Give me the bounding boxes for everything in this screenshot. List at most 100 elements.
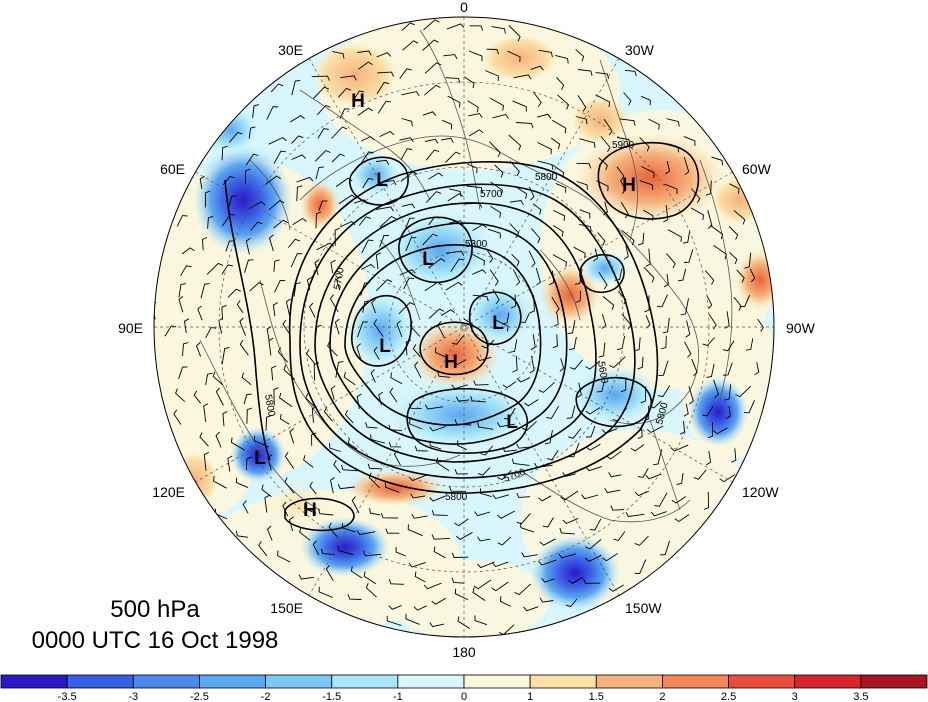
wind-barb [435,347,448,359]
wind-barb [637,425,643,440]
wind-barb [356,530,376,536]
wind-barb [617,290,627,305]
wind-barb [423,582,442,590]
wind-barb [207,215,214,229]
wind-barb [410,493,426,499]
wind-barb [553,225,564,237]
wind-barb [341,464,358,472]
wind-barb [583,578,601,584]
wind-barb [230,437,245,451]
wind-barb [552,334,558,349]
wind-barb [347,438,358,450]
colorbar-swatch [265,674,333,689]
wind-barb [195,342,202,357]
wind-barb [509,223,520,238]
contour-closed-low-5 [575,376,653,428]
graticule-layer [154,17,774,637]
wind-barb [573,246,586,259]
wind-barb [422,233,438,246]
wind-barb [576,162,592,169]
wind-barb [511,253,520,267]
wind-barb [431,509,448,516]
wind-barb [178,296,184,313]
wind-barb [497,510,516,519]
wind-barb [562,517,579,525]
colorbar-swatch [662,674,729,689]
wind-barb [309,481,317,495]
wind-barb [550,137,561,150]
wind-barb [429,622,445,628]
wind-barb [268,136,287,145]
wind-barb [613,531,626,542]
wind-barb [679,420,686,435]
wind-barb [643,266,655,283]
wind-barb [284,477,295,494]
contour-label: 5800 [535,172,558,183]
wind-barb [401,203,416,209]
wind-barb [653,449,663,466]
wind-barb [706,295,713,309]
wind-barb [499,596,511,607]
wind-barb [620,377,627,393]
wind-barb [702,337,715,347]
wind-barb [377,71,395,77]
wind-barb [273,150,286,164]
colorbar-swatch [860,674,928,689]
low-center-marker: L [506,412,518,433]
wind-barb [400,148,413,161]
wind-barb [598,342,606,358]
wind-barb [549,270,555,286]
wind-barb [706,451,712,466]
wind-barb [559,358,565,372]
wind-barb [476,561,495,569]
wind-barb [508,134,522,151]
wind-barb [735,385,751,398]
wind-barb [249,282,264,292]
wind-barb [206,262,224,275]
colorbar-tick-label: -3 [128,691,138,702]
wind-barb [273,259,280,272]
wind-barb [595,94,611,108]
wind-barb [601,313,607,329]
wind-barb [733,209,746,225]
wind-barb [507,50,521,62]
wind-barb [585,425,596,438]
wind-barb [577,95,587,112]
longitude-label-layer: 0 30W 60W 90W 120W 150W 180 150E 120E 90… [118,0,815,660]
wind-barb [516,513,531,525]
wind-barb [664,183,678,194]
wind-barb [640,386,647,404]
wind-barb [428,258,446,269]
wind-barb [222,213,236,227]
wind-barb [602,553,618,562]
wind-barb [376,81,390,95]
wind-barb [329,443,341,452]
wind-barb [553,312,559,327]
wind-barb [309,302,316,318]
wind-barb [537,160,554,170]
wind-barb [596,379,606,393]
wind-barb [666,118,680,127]
wind-barb [367,463,382,470]
wind-barb [492,561,509,568]
wind-barb [242,500,249,514]
wind-barb [337,87,352,98]
wind-barb [290,253,303,268]
wind-barb [568,576,583,584]
wind-barb [173,409,182,425]
wind-barb [598,157,608,171]
wind-barb [332,50,345,59]
wind-barb [362,551,382,557]
wind-barb [654,492,668,507]
wind-barb [729,183,740,194]
map-border [153,16,775,638]
wind-barb [470,395,486,403]
wind-barb [353,90,365,101]
wind-barb [407,524,423,537]
wind-barb [731,448,737,463]
datetime-title: 0000 UTC 16 Oct 1998 [32,627,279,654]
wind-barb [215,431,222,448]
longitude-label-120w: 120W [742,484,779,500]
wind-barb [320,548,335,555]
wind-barb [744,252,752,269]
